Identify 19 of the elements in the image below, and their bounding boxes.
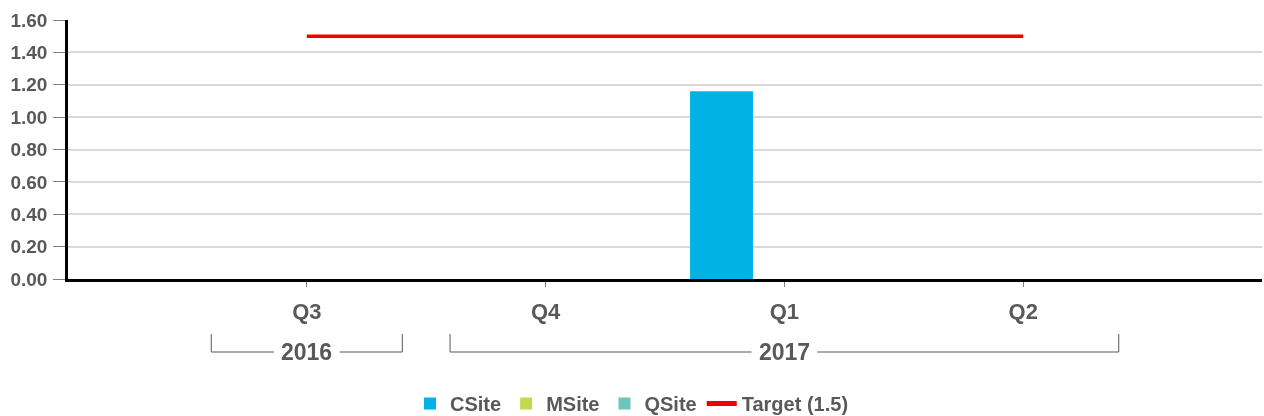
legend-label: QSite <box>644 393 697 416</box>
y-tick-label: 1.00 <box>10 106 48 128</box>
y-tick-label: 0.20 <box>10 236 48 258</box>
y-tick-label: 0.80 <box>10 139 48 161</box>
text: 2017 <box>759 339 811 365</box>
legend-label: CSite <box>450 393 502 416</box>
y-tick-label: 1.60 <box>10 9 48 31</box>
x-tick-label: Q4 <box>530 299 562 325</box>
x-tick-label: Q2 <box>1008 299 1038 325</box>
legend-label: Target (1.5) <box>741 393 849 416</box>
y-tick-label: 0.40 <box>10 203 48 225</box>
x-tick-label: Q1 <box>769 299 800 325</box>
y-tick-label: 1.20 <box>10 74 48 96</box>
y-tick-label: 0.00 <box>10 268 48 290</box>
legend-label: MSite <box>546 393 600 416</box>
x-tick-label: Q3 <box>292 299 322 325</box>
text: 2016 <box>281 339 333 365</box>
y-tick-label: 1.40 <box>10 42 48 64</box>
y-tick-label: 0.60 <box>10 171 48 193</box>
